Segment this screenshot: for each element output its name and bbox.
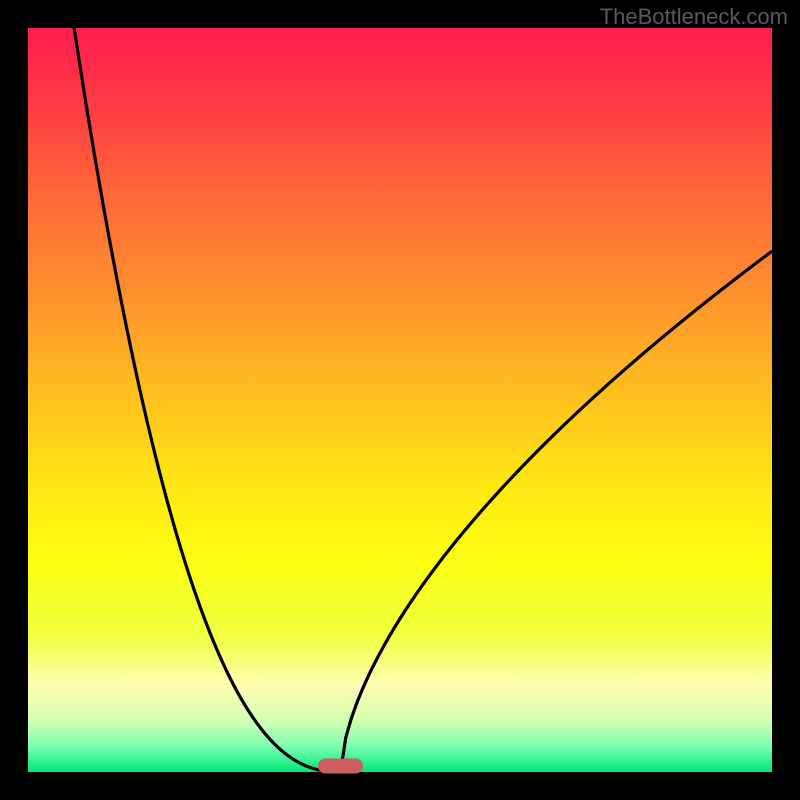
bottleneck-chart: TheBottleneck.com	[0, 0, 800, 800]
optimal-marker	[318, 759, 362, 773]
chart-svg	[0, 0, 800, 800]
watermark-text: TheBottleneck.com	[600, 4, 788, 30]
